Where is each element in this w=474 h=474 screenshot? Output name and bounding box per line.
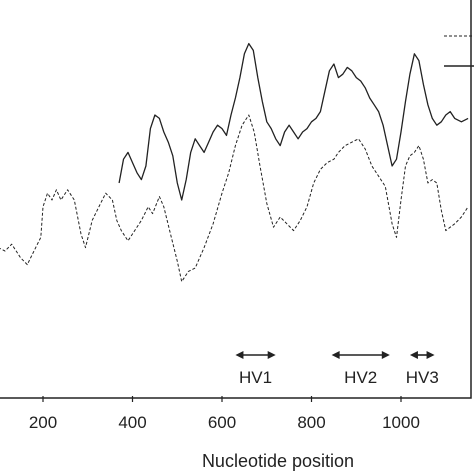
region-arrowhead-left <box>235 351 244 359</box>
series-line-dashed <box>0 114 469 283</box>
region-hv1: HV1 <box>235 351 276 387</box>
series-line-solid <box>118 42 469 201</box>
region-arrowhead-left <box>409 351 418 359</box>
x-tick-label: 400 <box>118 413 146 432</box>
region-arrowhead-right <box>267 351 276 359</box>
region-arrowhead-right <box>426 351 435 359</box>
x-tick-label: 800 <box>297 413 325 432</box>
region-label: HV1 <box>239 368 272 387</box>
x-axis-title: Nucleotide position <box>202 451 354 471</box>
x-tick-label: 600 <box>208 413 236 432</box>
region-hv2: HV2 <box>331 351 390 387</box>
region-hv3: HV3 <box>406 351 439 387</box>
region-label: HV3 <box>406 368 439 387</box>
x-axis-ticks: 20040060080010001 <box>29 396 420 432</box>
x-tick-label: 1000 <box>382 413 420 432</box>
plot-frame <box>0 0 472 399</box>
x-tick-label: 200 <box>29 413 57 432</box>
hypervariable-regions: HV1 HV2 HV3 <box>235 351 439 387</box>
series-lines <box>0 42 469 283</box>
region-arrowhead-left <box>331 351 340 359</box>
region-label: HV2 <box>344 368 377 387</box>
region-arrowhead-right <box>381 351 390 359</box>
legend <box>444 35 474 67</box>
